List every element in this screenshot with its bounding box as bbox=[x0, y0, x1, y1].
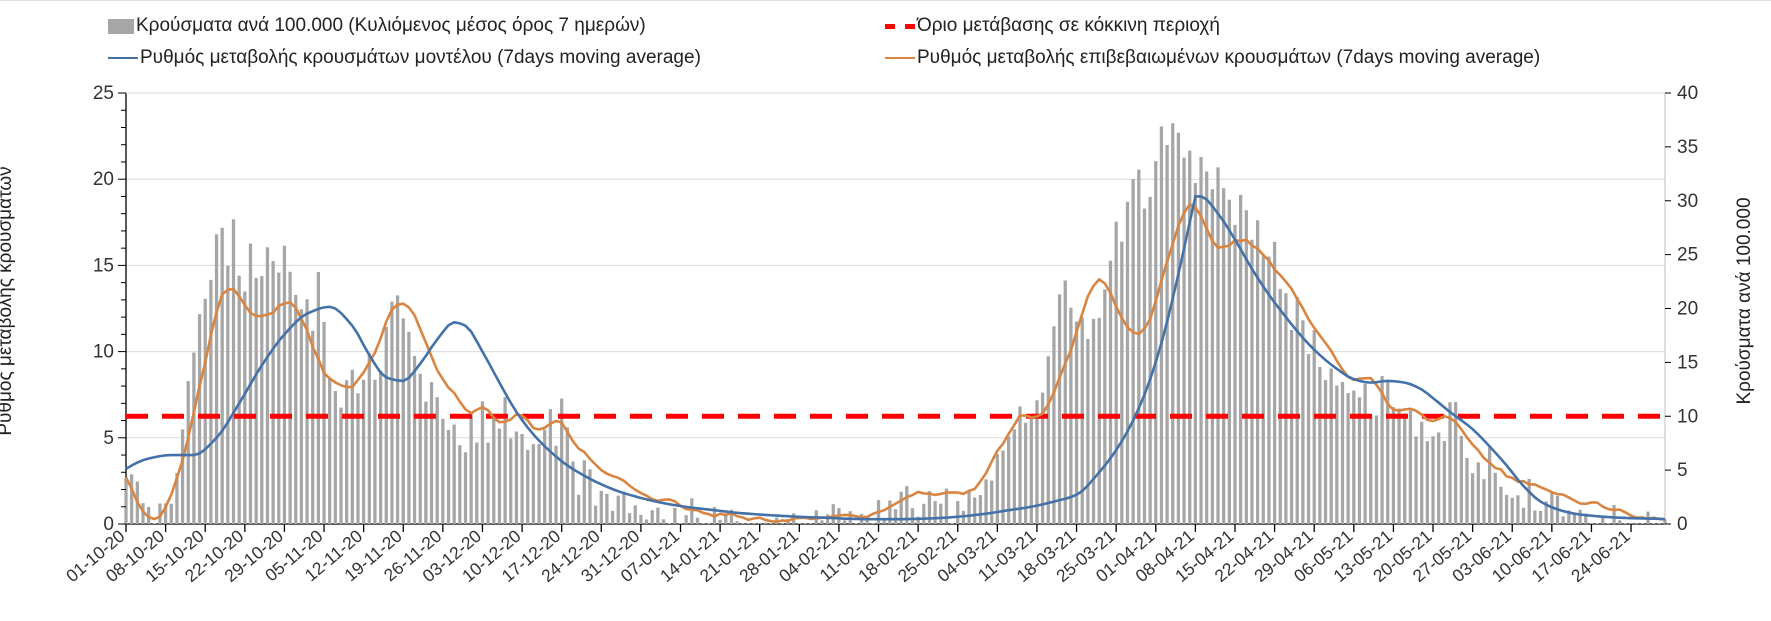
svg-text:15: 15 bbox=[1677, 352, 1698, 373]
svg-text:40: 40 bbox=[1677, 83, 1698, 104]
svg-text:15: 15 bbox=[93, 255, 114, 276]
svg-text:0: 0 bbox=[1677, 514, 1688, 535]
svg-text:10: 10 bbox=[1677, 406, 1698, 427]
svg-text:25: 25 bbox=[1677, 245, 1698, 266]
svg-text:5: 5 bbox=[103, 428, 114, 449]
svg-text:5: 5 bbox=[1677, 460, 1688, 481]
svg-text:20: 20 bbox=[93, 169, 114, 190]
svg-text:35: 35 bbox=[1677, 137, 1698, 158]
svg-text:25: 25 bbox=[93, 83, 114, 104]
svg-text:20: 20 bbox=[1677, 299, 1698, 320]
svg-text:10: 10 bbox=[93, 342, 114, 363]
svg-text:30: 30 bbox=[1677, 191, 1698, 212]
